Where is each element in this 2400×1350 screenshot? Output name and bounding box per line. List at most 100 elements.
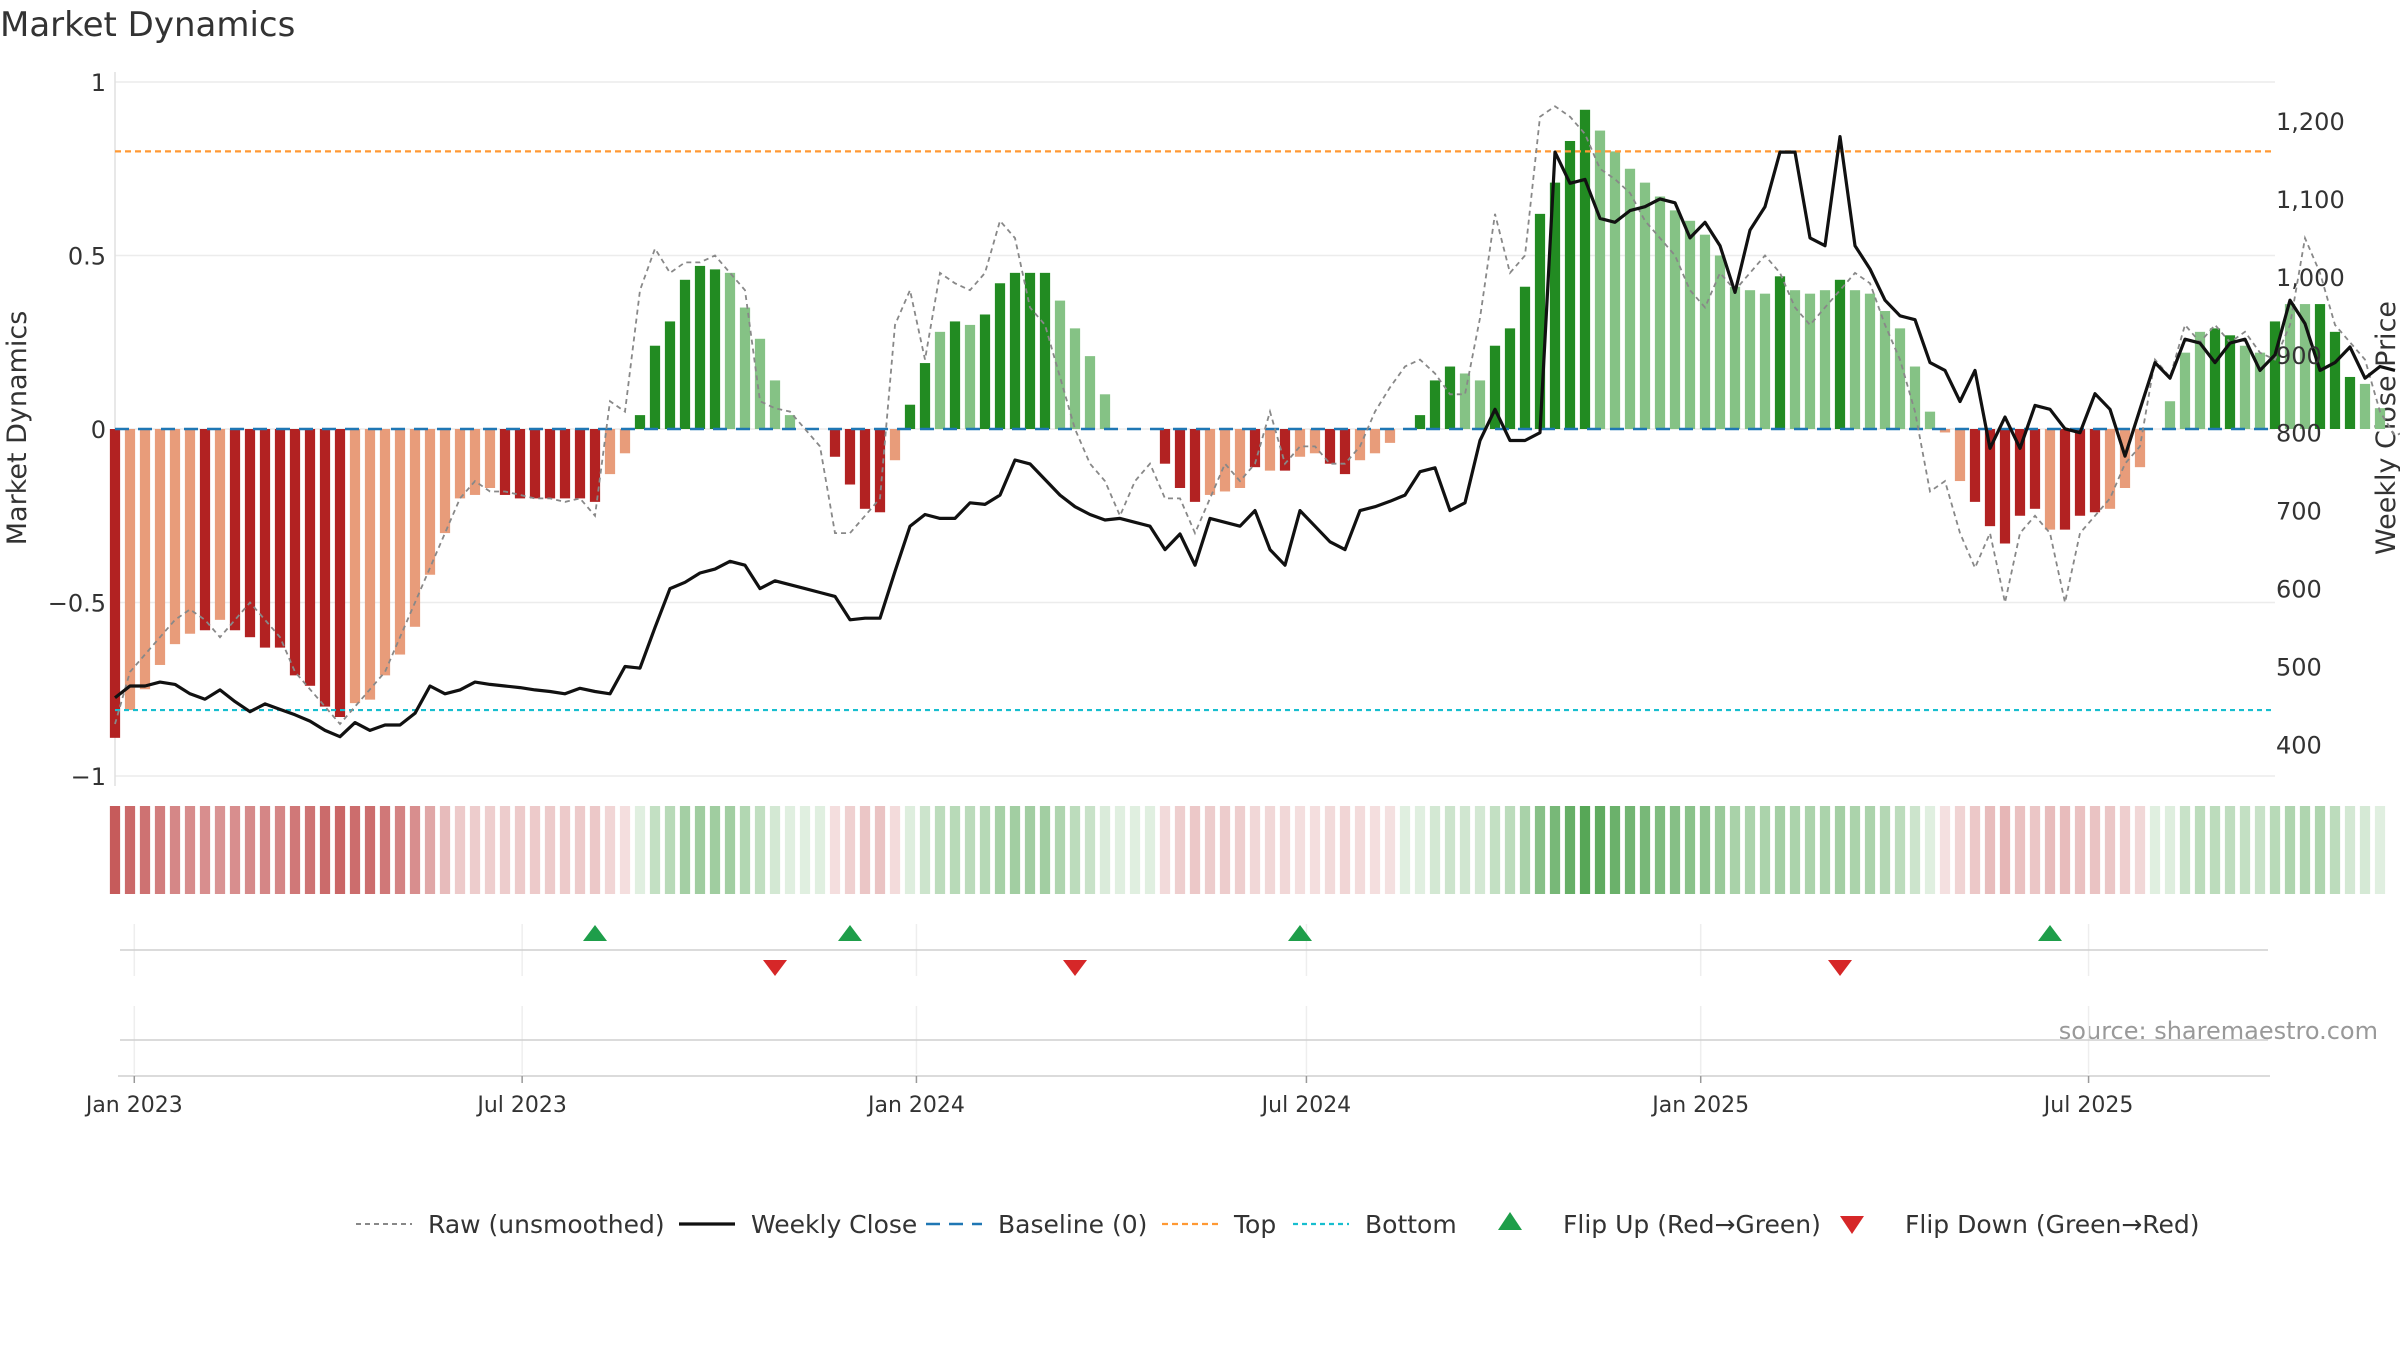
dynamics-bar bbox=[124, 429, 136, 711]
dynamics-bar bbox=[784, 415, 796, 429]
strip-cell bbox=[139, 806, 151, 894]
flip-up-marker bbox=[838, 925, 862, 941]
dynamics-bar bbox=[2344, 376, 2356, 429]
dynamics-bar bbox=[964, 324, 976, 429]
left-axis-ticks: 1 0.5 0 −0.5 −1 bbox=[48, 69, 106, 791]
strip-cell bbox=[514, 806, 526, 894]
dynamics-bar bbox=[1684, 220, 1696, 429]
left-tick-label: 1 bbox=[91, 69, 106, 97]
strip-cell bbox=[2029, 806, 2041, 894]
dynamics-bar bbox=[184, 429, 196, 634]
dynamics-bar bbox=[949, 321, 961, 429]
strip-cell bbox=[2089, 806, 2101, 894]
dynamics-bar bbox=[214, 429, 226, 620]
strip-cell bbox=[394, 806, 406, 894]
strip-cell bbox=[1039, 806, 1051, 894]
right-tick-label: 600 bbox=[2276, 576, 2322, 604]
strip-cell bbox=[2104, 806, 2116, 894]
dynamics-bar bbox=[1654, 196, 1666, 429]
raw-line bbox=[114, 105, 2400, 726]
x-tick-label: Jan 2025 bbox=[1650, 1093, 1749, 1118]
strip-cell bbox=[1504, 806, 1516, 894]
dynamics-bar bbox=[2134, 429, 2146, 468]
empty-panel bbox=[118, 1006, 2270, 1077]
dynamics-bar bbox=[1954, 429, 1966, 482]
heat-strip bbox=[109, 806, 2386, 894]
legend-label: Bottom bbox=[1365, 1210, 1457, 1239]
strip-cell bbox=[1549, 806, 1561, 894]
strip-cell bbox=[604, 806, 616, 894]
dynamics-bar bbox=[409, 429, 421, 627]
dynamics-bar bbox=[574, 429, 586, 499]
dynamics-bar bbox=[754, 338, 766, 429]
dynamics-bar bbox=[469, 429, 481, 495]
legend-label: Baseline (0) bbox=[998, 1210, 1147, 1239]
strip-cell bbox=[2224, 806, 2236, 894]
flip-down-marker bbox=[1063, 960, 1087, 976]
strip-cell bbox=[739, 806, 751, 894]
dynamics-bar bbox=[1999, 429, 2011, 544]
strip-cell bbox=[1984, 806, 1996, 894]
dynamics-bar bbox=[169, 429, 181, 645]
source-note: source: sharemaestro.com bbox=[2059, 1017, 2378, 1045]
dynamics-bar bbox=[1714, 255, 1726, 429]
strip-cell bbox=[2359, 806, 2371, 894]
right-tick-label: 1,000 bbox=[2276, 264, 2345, 292]
strip-cell bbox=[259, 806, 271, 894]
dynamics-bar bbox=[1099, 394, 1111, 429]
dynamics-bar bbox=[2284, 304, 2296, 429]
dynamics-bar bbox=[1039, 272, 1051, 429]
dynamics-bar bbox=[1609, 151, 1621, 429]
legend-label: Raw (unsmoothed) bbox=[428, 1210, 665, 1239]
strip-cell bbox=[1939, 806, 1951, 894]
x-tick-label: Jul 2024 bbox=[1260, 1093, 1352, 1118]
strip-cell bbox=[214, 806, 226, 894]
dynamics-bar bbox=[199, 429, 211, 631]
strip-cell bbox=[799, 806, 811, 894]
dynamics-bar bbox=[1624, 168, 1636, 429]
strip-cell bbox=[379, 806, 391, 894]
strip-cell bbox=[154, 806, 166, 894]
x-tick-label: Jul 2025 bbox=[2042, 1093, 2134, 1118]
strip-cell bbox=[1564, 806, 1576, 894]
strip-cell bbox=[169, 806, 181, 894]
strip-cell bbox=[1489, 806, 1501, 894]
strip-cell bbox=[424, 806, 436, 894]
dynamics-bar bbox=[979, 314, 991, 429]
dynamics-bar bbox=[304, 429, 316, 686]
strip-cell bbox=[679, 806, 691, 894]
strip-cell bbox=[919, 806, 931, 894]
strip-cell bbox=[649, 806, 661, 894]
dynamics-bar bbox=[154, 429, 166, 665]
dynamics-bar bbox=[724, 272, 736, 429]
dynamics-bar bbox=[1459, 373, 1471, 429]
strip-cell bbox=[2284, 806, 2296, 894]
strip-cell bbox=[889, 806, 901, 894]
strip-cell bbox=[1609, 806, 1621, 894]
strip-cell bbox=[439, 806, 451, 894]
dynamics-bar bbox=[904, 404, 916, 429]
reference-lines bbox=[115, 150, 2275, 712]
strip-cell bbox=[694, 806, 706, 894]
dynamics-bar bbox=[1249, 429, 1261, 468]
dynamics-bar bbox=[1069, 328, 1081, 429]
strip-cell bbox=[454, 806, 466, 894]
strip-cell bbox=[754, 806, 766, 894]
dynamics-bar bbox=[1519, 286, 1531, 429]
dynamics-bar bbox=[424, 429, 436, 575]
strip-cell bbox=[2164, 806, 2176, 894]
legend-label: Flip Up (Red→Green) bbox=[1563, 1210, 1821, 1239]
chart-title: Market Dynamics bbox=[0, 5, 295, 45]
dynamics-bar bbox=[1159, 429, 1171, 464]
strip-cell bbox=[1639, 806, 1651, 894]
strip-cell bbox=[1234, 806, 1246, 894]
dynamics-bar bbox=[2059, 429, 2071, 530]
legend: Raw (unsmoothed) Weekly Close Baseline (0)… bbox=[356, 1210, 2200, 1239]
dynamics-bar bbox=[2299, 304, 2311, 429]
dynamics-bar bbox=[1054, 300, 1066, 429]
flip-down-marker bbox=[763, 960, 787, 976]
dynamics-bar bbox=[1669, 210, 1681, 429]
dynamics-bar bbox=[769, 380, 781, 429]
dynamics-bar bbox=[1564, 140, 1576, 430]
dynamics-bar bbox=[619, 429, 631, 454]
